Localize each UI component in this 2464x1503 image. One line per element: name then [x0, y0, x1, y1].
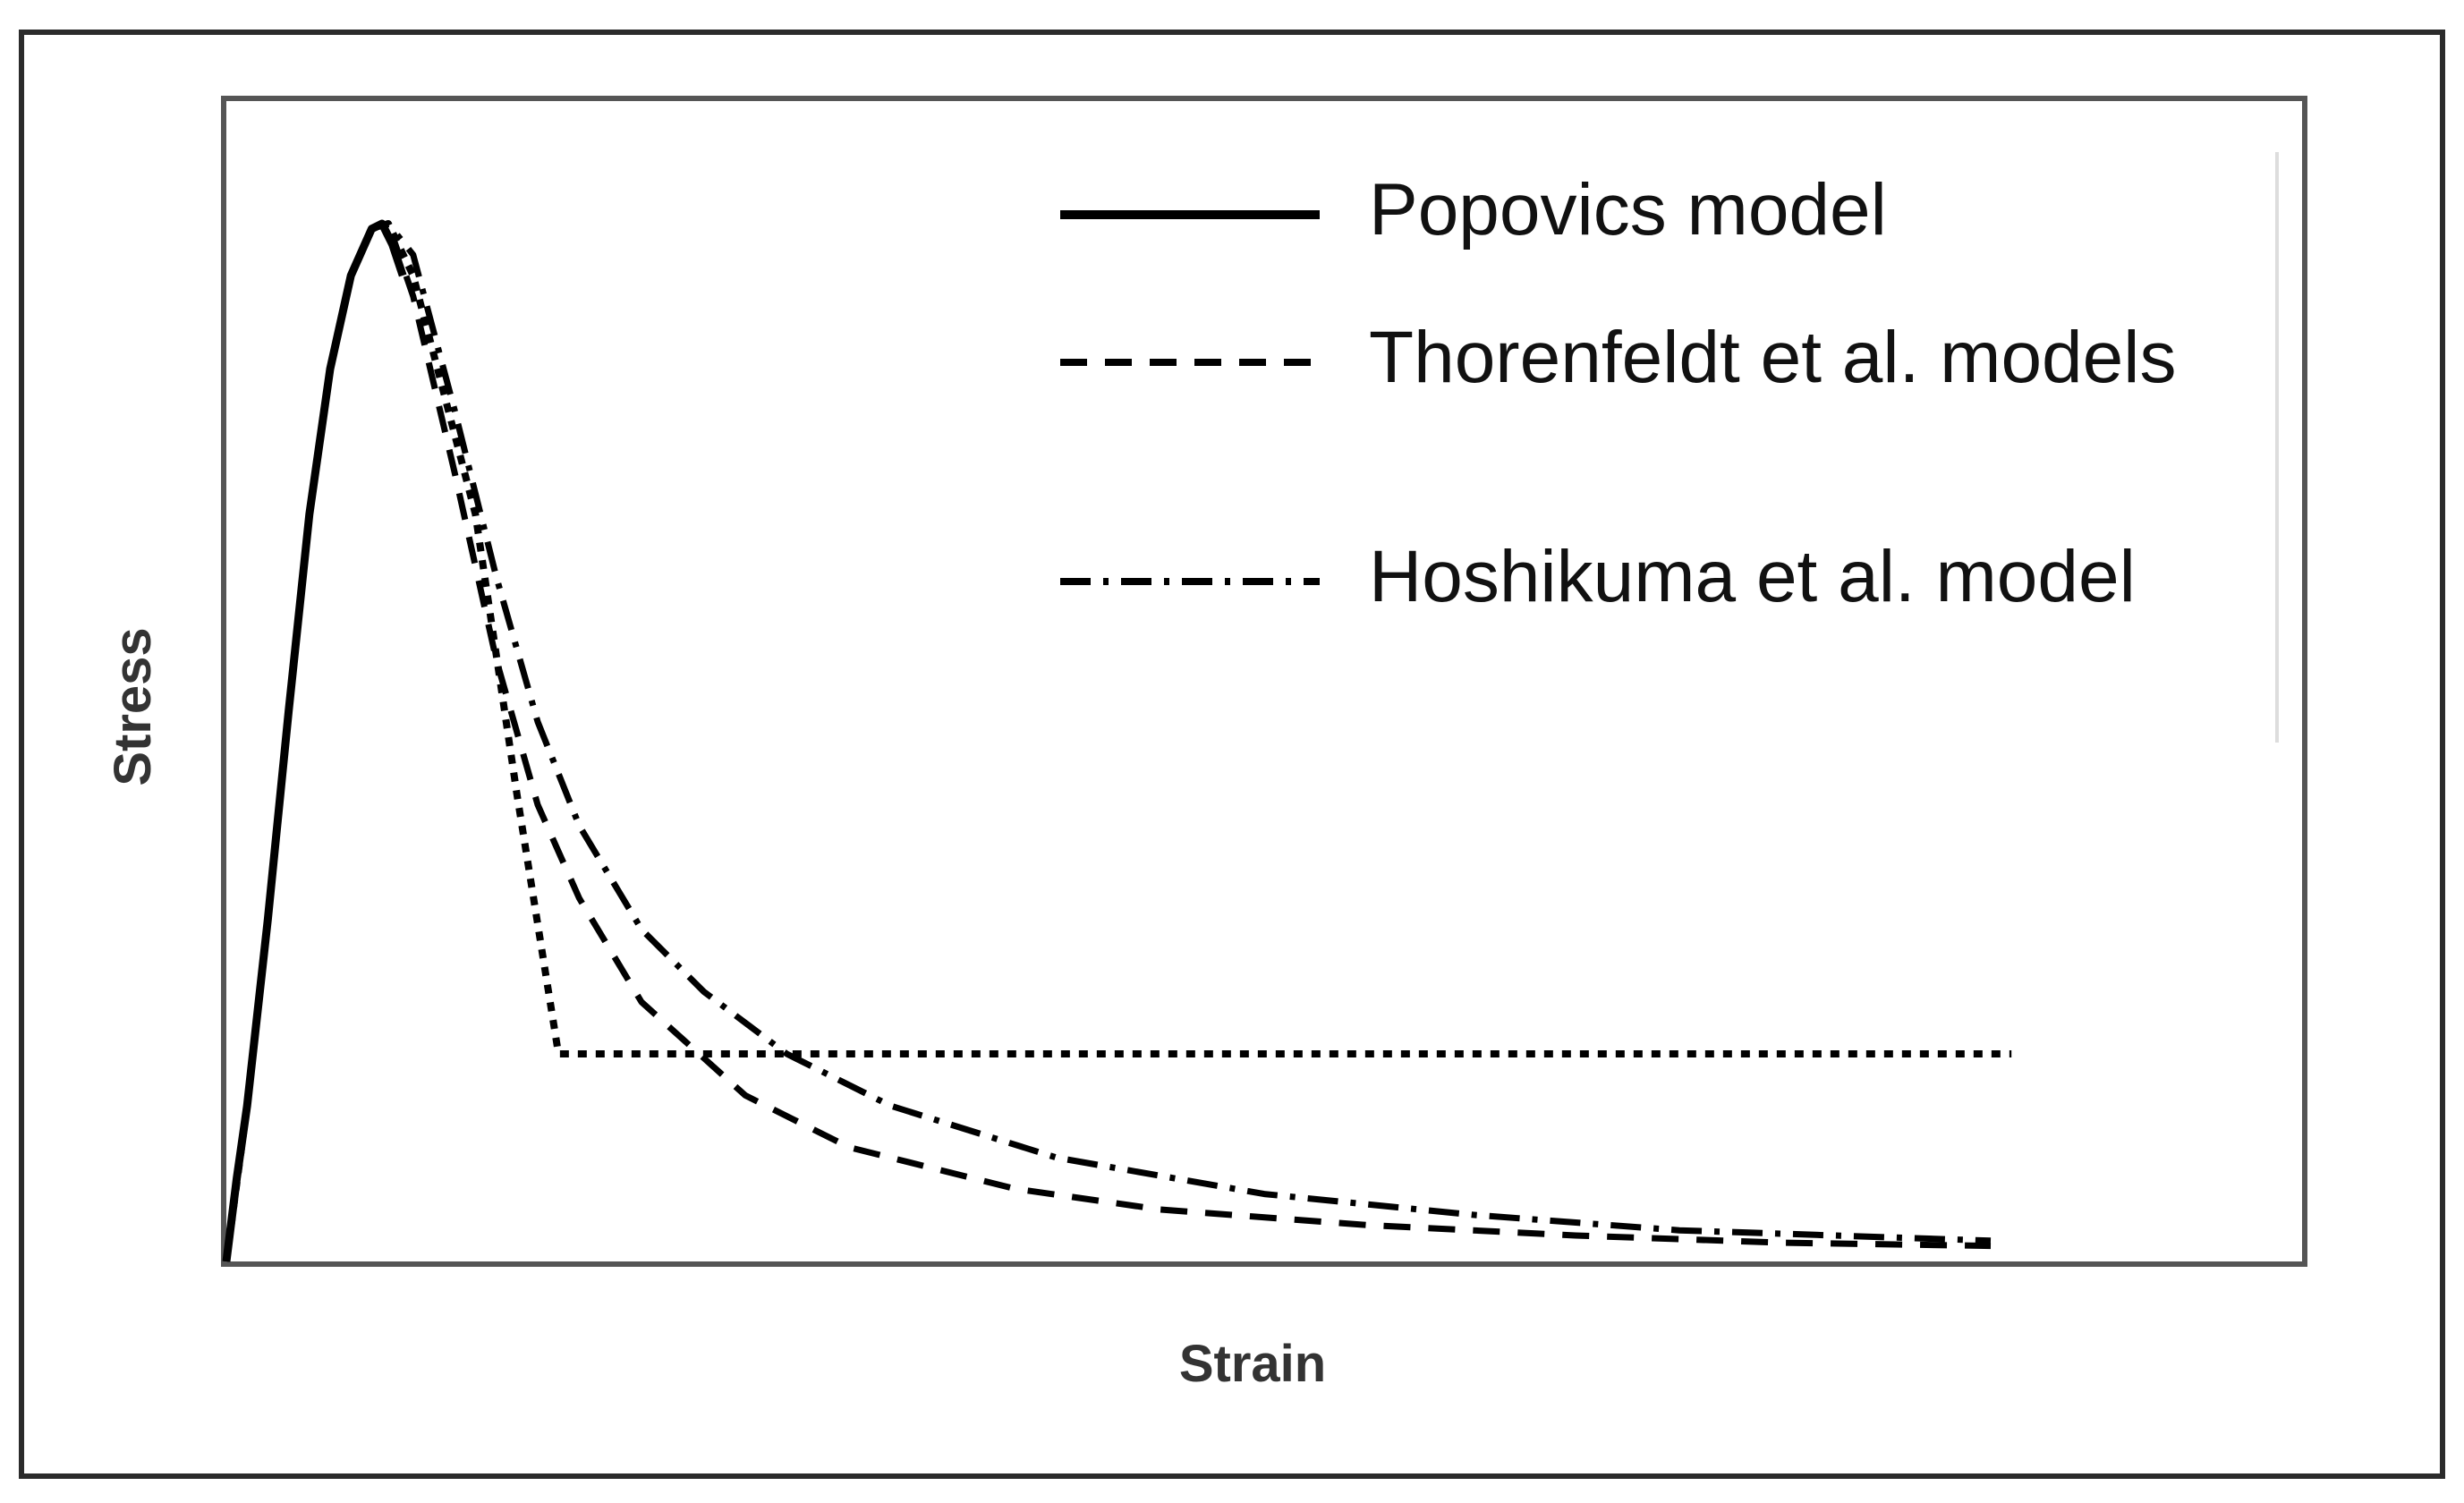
legend-label-hoshikuma: Hoshikuma et al. model	[1369, 536, 2136, 617]
plot-area	[221, 96, 2307, 1267]
legend: Popovics model Thorenfeldt et al. models…	[1060, 169, 2176, 617]
x-axis-title: Strain	[1179, 1335, 1326, 1393]
legend-label-popovics: Popovics model	[1369, 169, 1887, 250]
series-line-popovics-model	[222, 219, 407, 1262]
legend-label-thorenfeldt: Thorenfeldt et al. models	[1369, 317, 2176, 398]
y-axis-title: Stress	[104, 627, 162, 785]
series-lines	[222, 219, 2012, 1262]
